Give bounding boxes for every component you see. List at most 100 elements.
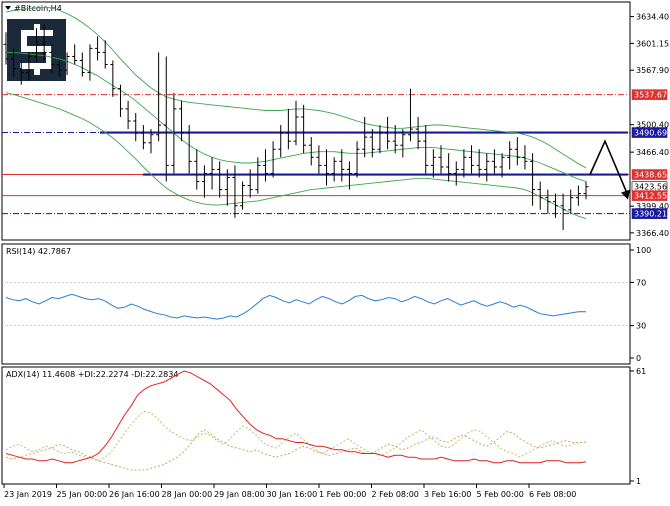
- ohlc-bar[interactable]: [545, 189, 551, 214]
- di-minus-line[interactable]: [5, 429, 587, 471]
- ohlc-bar[interactable]: [507, 141, 513, 170]
- rsi-line[interactable]: [5, 293, 587, 320]
- rsi-plot-area[interactable]: 100 70 30 0: [2, 246, 651, 363]
- price-tag-tag-3490: 3490.69: [631, 127, 668, 138]
- forecast-path[interactable]: [589, 139, 629, 196]
- ohlc-bar[interactable]: [56, 60, 62, 77]
- ohlc-bar[interactable]: [331, 157, 337, 182]
- ohlc-bar[interactable]: [377, 125, 383, 154]
- ohlc-bar[interactable]: [316, 145, 322, 174]
- adx-panel[interactable]: [1, 366, 631, 485]
- adx-line[interactable]: [5, 370, 587, 464]
- price-tag-tag-3537: 3537.67: [631, 89, 668, 100]
- ohlc-bar[interactable]: [476, 149, 482, 178]
- ohlc-bar[interactable]: [64, 52, 70, 76]
- ohlc-bar[interactable]: [125, 100, 131, 130]
- time-tick-label: 1 Feb 00:00: [319, 490, 366, 499]
- ohlc-bar[interactable]: [18, 60, 24, 85]
- ohlc-bar[interactable]: [491, 149, 497, 174]
- ohlc-bar[interactable]: [148, 129, 154, 154]
- adx-header: ADX(14) 11.4608 +DI:22.2274 -DI:22.2834: [6, 370, 178, 379]
- ohlc-bar[interactable]: [87, 44, 93, 81]
- ohlc-bar[interactable]: [324, 149, 330, 186]
- ohlc-bar[interactable]: [568, 189, 574, 214]
- ohlc-bar[interactable]: [385, 116, 391, 150]
- ohlc-bar[interactable]: [400, 129, 406, 158]
- adx-plot-area[interactable]: 61 1: [5, 367, 646, 486]
- price-panel[interactable]: [1, 1, 631, 241]
- ohlc-bar[interactable]: [201, 165, 207, 198]
- ohlc-bar[interactable]: [262, 149, 268, 182]
- ohlc-bar[interactable]: [224, 169, 230, 206]
- ohlc-bar[interactable]: [552, 193, 558, 218]
- ohlc-bar[interactable]: [156, 52, 162, 142]
- symbol-title: #Bitcoin,H4: [14, 4, 62, 13]
- price-tag-tag-3438: 3438.65: [631, 169, 668, 180]
- ohlc-bar[interactable]: [102, 40, 108, 69]
- ohlc-bar[interactable]: [575, 185, 581, 206]
- price-plot-area[interactable]: [2, 6, 630, 230]
- di-plus-line[interactable]: [5, 410, 587, 462]
- ohlc-bar[interactable]: [461, 149, 467, 178]
- chevron-down-icon[interactable]: [5, 6, 11, 10]
- ohlc-bar[interactable]: [522, 145, 528, 170]
- ohlc-bar[interactable]: [560, 193, 566, 230]
- ohlc-bar[interactable]: [110, 60, 116, 97]
- ohlc-bar[interactable]: [537, 181, 543, 210]
- ohlc-bar[interactable]: [278, 125, 284, 158]
- ohlc-bar[interactable]: [430, 149, 436, 178]
- ohlc-bar[interactable]: [247, 169, 253, 198]
- ohlc-bar[interactable]: [438, 145, 444, 174]
- ohlc-bar[interactable]: [255, 157, 261, 194]
- ohlc-bar[interactable]: [530, 153, 536, 206]
- ohlc-bar[interactable]: [34, 28, 40, 63]
- ohlc-bar[interactable]: [3, 32, 9, 65]
- bollinger-middle-band[interactable]: [6, 51, 587, 182]
- rsi-panel[interactable]: [1, 243, 631, 365]
- ohlc-bar[interactable]: [232, 165, 238, 218]
- ohlc-bar[interactable]: [217, 161, 223, 198]
- ohlc-bar[interactable]: [179, 100, 185, 142]
- ohlc-bar[interactable]: [415, 116, 421, 150]
- ohlc-bar[interactable]: [41, 24, 47, 61]
- ohlc-bar[interactable]: [133, 112, 139, 142]
- ohlc-bar[interactable]: [26, 52, 32, 81]
- ohlc-bar[interactable]: [301, 104, 307, 154]
- bollinger-lower-band[interactable]: [5, 92, 587, 220]
- ohlc-bar[interactable]: [354, 141, 360, 178]
- ohlc-bar[interactable]: [407, 88, 413, 142]
- ohlc-bar[interactable]: [209, 157, 215, 190]
- ohlc-bar[interactable]: [346, 161, 352, 190]
- ohlc-bar[interactable]: [469, 145, 475, 174]
- ohlc-bar[interactable]: [171, 92, 177, 174]
- ohlc-bar[interactable]: [453, 161, 459, 186]
- ohlc-bar[interactable]: [285, 108, 291, 150]
- ohlc-bar[interactable]: [484, 153, 490, 182]
- ohlc-bar[interactable]: [163, 56, 169, 182]
- ohlc-bar[interactable]: [186, 125, 192, 174]
- ohlc-bar[interactable]: [11, 48, 17, 77]
- ohlc-bar[interactable]: [362, 116, 368, 158]
- ohlc-bar[interactable]: [423, 125, 429, 174]
- ohlc-bar[interactable]: [49, 44, 55, 73]
- ohlc-bar[interactable]: [392, 125, 398, 154]
- ohlc-bar[interactable]: [369, 129, 375, 158]
- ohlc-bar[interactable]: [117, 84, 123, 117]
- ohlc-bar[interactable]: [240, 181, 246, 210]
- ohlc-bar[interactable]: [72, 44, 78, 65]
- ohlc-bar[interactable]: [339, 149, 345, 182]
- time-axis: 23 Jan 2019 25 Jan 00:00 26 Jan 16:00 28 Ja…: [3, 484, 576, 499]
- ohlc-bar[interactable]: [194, 149, 200, 190]
- ohlc-bar[interactable]: [499, 153, 505, 178]
- ohlc-bar[interactable]: [514, 137, 520, 166]
- ohlc-bar[interactable]: [446, 153, 452, 182]
- ohlc-bar[interactable]: [583, 181, 589, 200]
- ohlc-bar[interactable]: [140, 125, 146, 150]
- ohlc-bar[interactable]: [79, 52, 85, 77]
- ohlc-bar[interactable]: [293, 100, 299, 146]
- ohlc-bar[interactable]: [95, 36, 101, 61]
- ohlc-bar[interactable]: [308, 137, 314, 166]
- ohlc-bar[interactable]: [270, 141, 276, 178]
